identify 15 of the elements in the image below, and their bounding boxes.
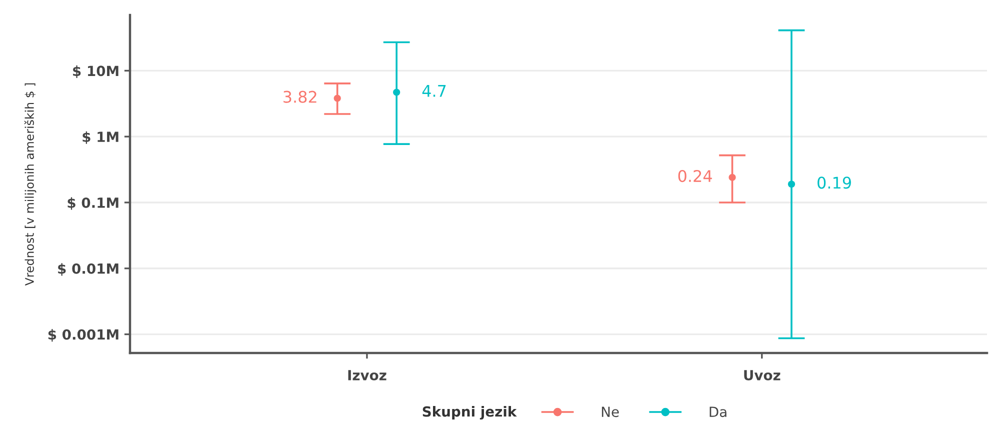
y-axis-title: Vrednost [v milijonih ameriških $ ]	[24, 83, 36, 286]
y-tick-label: $ 0.01M	[58, 263, 118, 276]
y-tick-label: $ 10M	[73, 65, 118, 78]
x-tick-label: Izvoz	[348, 370, 386, 380]
data-label: 0.24	[678, 170, 712, 182]
legend-title: Skupni jezik	[422, 406, 517, 420]
legend-label: Ne	[602, 406, 619, 418]
data-label: 0.19	[818, 176, 851, 189]
y-tick-label: $ 0.1M	[68, 197, 118, 210]
x-tick-label: Uvoz	[744, 370, 780, 380]
y-tick-label: $ 1M	[82, 131, 118, 144]
y-tick-label: $ 0.001M	[48, 329, 118, 342]
data-label: 3.82	[284, 90, 316, 103]
legend-label: Da	[710, 406, 726, 418]
data-label: 4.7	[422, 85, 446, 97]
